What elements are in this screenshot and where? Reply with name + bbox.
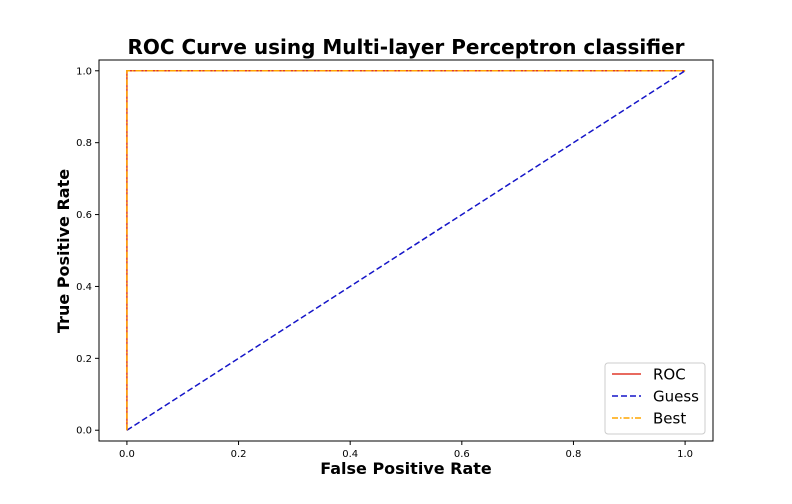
- legend-label-roc: ROC: [653, 366, 686, 384]
- chart-title: ROC Curve using Multi-layer Perceptron c…: [127, 35, 684, 59]
- x-tick-label: 0.8: [566, 449, 582, 460]
- plot-lines: [126, 70, 686, 431]
- x-axis-label: False Positive Rate: [320, 459, 492, 478]
- y-axis: 0.0 0.2 0.4 0.6 0.8 1.0: [76, 66, 99, 437]
- series-guess-line: [126, 70, 686, 431]
- y-tick-label: 0.2: [76, 354, 92, 365]
- x-tick-label: 0.2: [231, 449, 247, 460]
- legend-label-best: Best: [653, 410, 686, 428]
- y-tick-label: 0.6: [76, 210, 92, 221]
- x-tick-label: 1.0: [677, 449, 693, 460]
- y-tick-label: 0.4: [76, 282, 92, 293]
- y-tick-label: 0.0: [76, 426, 92, 437]
- x-tick-label: 0.0: [119, 449, 135, 460]
- series-best-line: [126, 70, 686, 431]
- legend-box: [604, 362, 706, 435]
- y-axis-label: True Positive Rate: [54, 169, 73, 333]
- y-tick-label: 0.8: [76, 138, 92, 149]
- x-axis: 0.0 0.2 0.4 0.6 0.8 1.0: [119, 441, 693, 460]
- y-tick-label: 1.0: [76, 66, 92, 77]
- legend-label-guess: Guess: [653, 388, 699, 406]
- legend: ROC Guess Best: [604, 362, 706, 435]
- x-tick-label: 0.4: [342, 449, 358, 460]
- x-tick-label: 0.6: [454, 449, 470, 460]
- plot-frame: [98, 59, 714, 442]
